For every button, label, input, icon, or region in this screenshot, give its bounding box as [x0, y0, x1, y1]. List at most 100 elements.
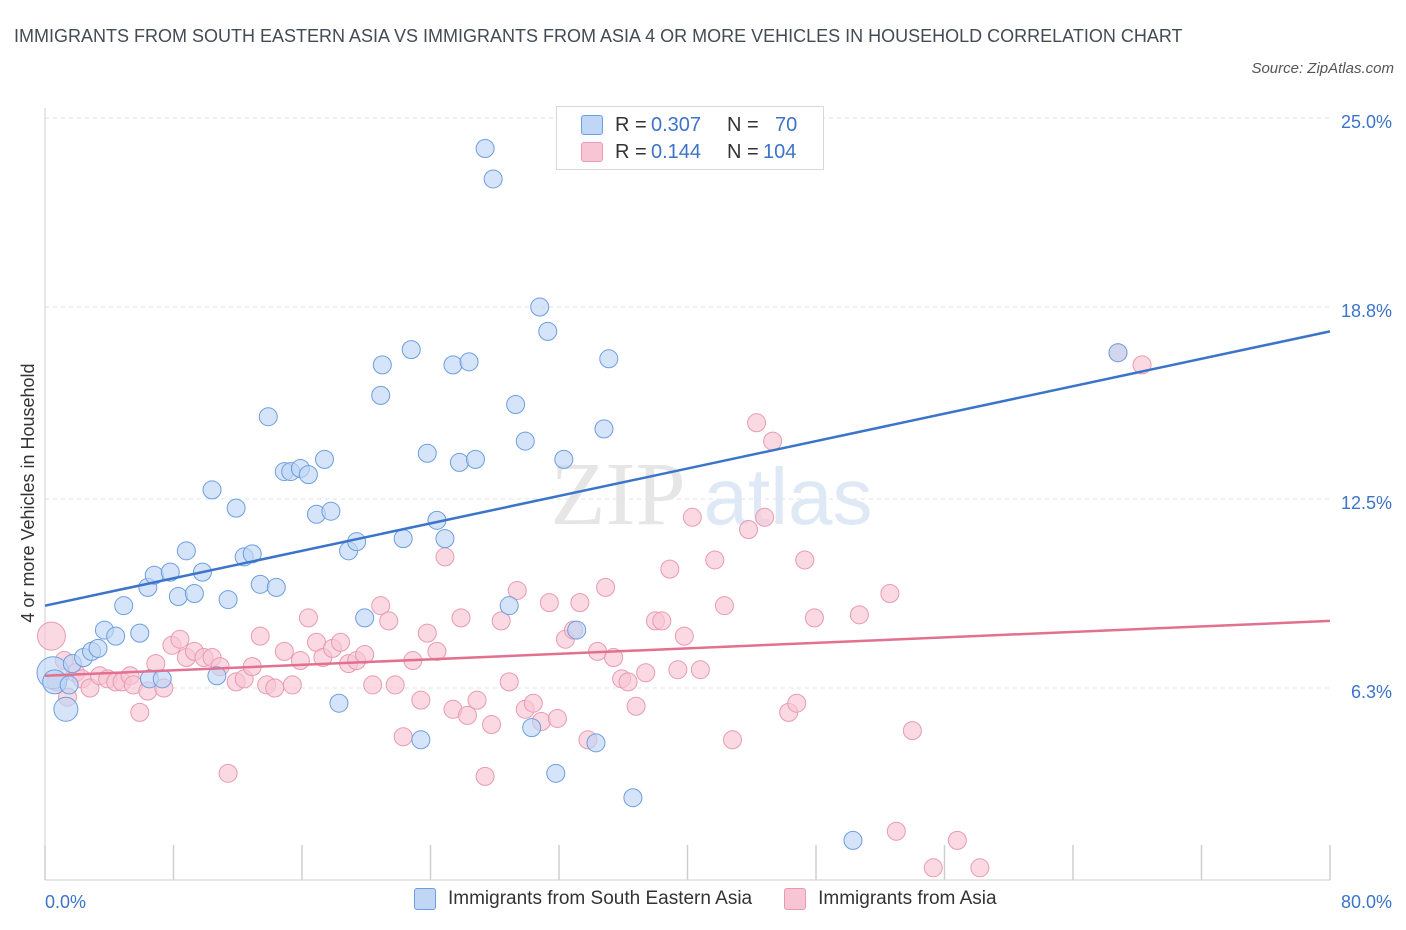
asia-point: [499, 672, 519, 692]
asia-point: [417, 623, 437, 643]
sea-point: [218, 590, 238, 610]
asia-point: [371, 596, 391, 616]
sea-point: [599, 349, 619, 369]
asia-point: [355, 644, 375, 664]
asia-point: [427, 641, 447, 661]
legend-swatch-blue: [414, 888, 436, 910]
asia-point: [331, 632, 351, 652]
watermark-atlas: atlas: [704, 452, 873, 541]
asia-point: [467, 690, 487, 710]
sea-point: [242, 544, 262, 564]
sea-point: [586, 733, 606, 753]
legend-r-value: 0.144: [651, 140, 702, 163]
sea-point: [483, 169, 503, 189]
sea-point: [226, 498, 246, 518]
sea-point: [371, 385, 391, 405]
asia-point: [739, 519, 759, 539]
sea-point: [266, 577, 286, 597]
sea-point: [258, 407, 278, 427]
legend-n-value: 104: [763, 140, 797, 163]
sea-point: [53, 696, 79, 722]
legend-swatch-pink: [581, 142, 603, 162]
sea-point: [329, 693, 349, 713]
legend-r-label: R =: [615, 140, 647, 163]
asia-point: [886, 821, 906, 841]
x-tick-label: 80.0%: [1341, 892, 1392, 912]
legend-row-sea: R = 0.307 N = 70: [581, 112, 797, 138]
y-tick-label: 18.8%: [1341, 301, 1392, 321]
asia-point: [363, 675, 383, 695]
asia-point: [636, 663, 656, 683]
asia-point: [618, 672, 638, 692]
sea-point: [538, 321, 558, 341]
asia-point: [265, 678, 285, 698]
sea-point: [843, 830, 863, 850]
asia-point: [451, 608, 471, 628]
asia-point: [804, 608, 824, 628]
sea-point: [168, 587, 188, 607]
asia-point: [385, 675, 405, 695]
source-label: Source: ZipAtlas.com: [1251, 60, 1394, 77]
sea-point: [554, 449, 574, 469]
sea-point: [465, 449, 485, 469]
sea-point: [499, 596, 519, 616]
sea-point: [184, 583, 204, 603]
asia-point: [36, 621, 66, 651]
legend-row-asia: R = 0.144 N = 104: [581, 139, 796, 165]
asia-point: [298, 608, 318, 628]
sea-point: [202, 480, 222, 500]
asia-point: [763, 431, 783, 451]
sea-trend-line: [44, 330, 1331, 607]
sea-point: [443, 355, 463, 375]
asia-point: [250, 626, 270, 646]
asia-point: [849, 605, 869, 625]
sea-point: [372, 355, 392, 375]
legend-n-label: N =: [727, 113, 759, 136]
asia-point: [652, 611, 672, 631]
sea-point: [88, 638, 108, 658]
asia-point: [660, 559, 680, 579]
asia-point: [411, 690, 431, 710]
tick-labels: 6.3% 12.5% 18.8% 25.0% 0.0% 80.0%: [45, 112, 1392, 912]
legend-r-label: R =: [615, 113, 647, 136]
asia-point: [435, 547, 455, 567]
sea-point: [506, 395, 526, 415]
asia-point: [475, 766, 495, 786]
sea-point: [435, 529, 455, 549]
sea-point: [594, 419, 614, 439]
legend-n-value: 70: [775, 113, 798, 136]
asia-point: [795, 550, 815, 570]
asia-point: [379, 611, 399, 631]
sea-point: [160, 562, 180, 582]
asia-point: [604, 647, 624, 667]
asia-point: [596, 577, 616, 597]
sea-point: [314, 449, 334, 469]
legend-r-value: 0.307: [651, 113, 702, 136]
sea-point: [417, 443, 437, 463]
sea-point: [1108, 343, 1128, 363]
sea-point: [393, 529, 413, 549]
sea-point: [567, 620, 587, 640]
y-tick-label: 6.3%: [1351, 682, 1392, 702]
asia-point: [970, 858, 990, 878]
sea-point: [130, 623, 150, 643]
asia-point: [787, 693, 807, 713]
series-sea-points: [36, 138, 1128, 850]
sea-point: [411, 730, 431, 750]
asia-point: [523, 693, 543, 713]
sea-point: [355, 608, 375, 628]
legend-n-label: N =: [727, 140, 759, 163]
asia-point: [668, 660, 688, 680]
axes: [44, 108, 1331, 881]
sea-point: [475, 138, 495, 158]
x-tick-label: 0.0%: [45, 892, 86, 912]
series-asia-points: [36, 343, 1152, 878]
asia-point: [282, 675, 302, 695]
sea-point: [515, 431, 535, 451]
correlation-legend: R = 0.307 N = 70 R = 0.144 N = 104: [556, 106, 824, 170]
legend-swatch-blue: [581, 115, 603, 135]
asia-point: [547, 708, 567, 728]
legend-swatch-pink: [784, 888, 807, 910]
asia-point: [705, 550, 725, 570]
